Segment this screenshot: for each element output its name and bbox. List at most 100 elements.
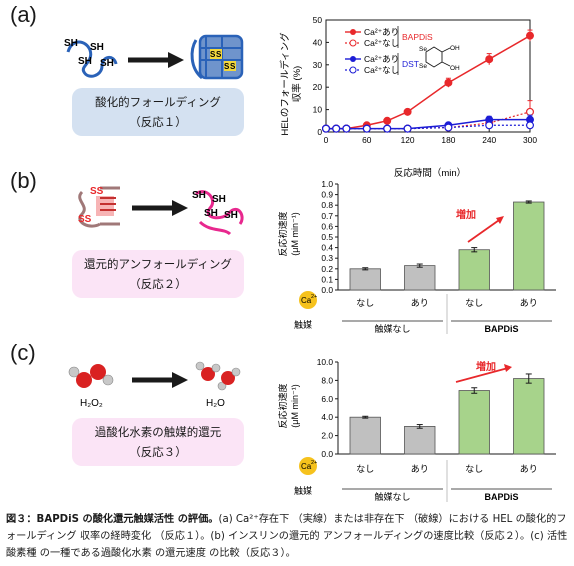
thiol-label: SH bbox=[192, 190, 206, 201]
y-tick-label: 0.1 bbox=[321, 274, 333, 284]
y-tick-label: 1.0 bbox=[321, 179, 333, 189]
y-tick-label: 6.0 bbox=[321, 394, 333, 404]
figure-caption: 図３：BAPDiS の酸化還元触媒活性 の評価。(a) Ca²⁺存在下 （実線）… bbox=[6, 511, 568, 562]
data-point bbox=[485, 121, 494, 130]
catalyst-group-label: 触媒なし bbox=[374, 491, 410, 502]
reaction-title-c: 過酸化水素の触媒的還元 bbox=[94, 425, 222, 439]
bar bbox=[513, 378, 545, 455]
caption-lead: 図３：BAPDiS の酸化還元触媒活性 の評価。 bbox=[6, 514, 219, 525]
y-tick-label: 0.7 bbox=[321, 211, 333, 221]
plot-frame bbox=[325, 19, 531, 133]
catalyst-group-label: BAPDiS bbox=[484, 492, 518, 502]
y-axis-label: 反応初速度 bbox=[278, 211, 288, 256]
ca-condition-label: なし bbox=[356, 298, 374, 308]
thiol-label: SH bbox=[100, 58, 114, 69]
x-tick-label: 60 bbox=[362, 135, 372, 145]
ca-condition-label: なし bbox=[356, 464, 374, 474]
dst-atom-label: OH bbox=[450, 65, 460, 72]
data-point bbox=[321, 124, 330, 133]
data-point bbox=[362, 124, 371, 133]
series-line bbox=[326, 35, 531, 130]
dst-atom-label: OH bbox=[450, 45, 460, 52]
reaction-sub-b: （反応２） bbox=[129, 277, 187, 291]
bar bbox=[349, 268, 381, 291]
data-point bbox=[485, 55, 494, 64]
increase-arrow bbox=[467, 217, 503, 243]
y-tick-label: 0.0 bbox=[321, 285, 333, 295]
bar bbox=[458, 249, 490, 291]
legend-group-bapdis: BAPDiS bbox=[402, 32, 433, 42]
panel-a-label: (a) bbox=[10, 2, 37, 27]
increase-label: 増加 bbox=[476, 360, 496, 373]
reaction-title-a: 酸化的フォールディング bbox=[95, 95, 221, 109]
y-tick-label: 30 bbox=[313, 60, 323, 70]
bar bbox=[513, 201, 545, 291]
panel-c-label: (c) bbox=[10, 340, 36, 365]
h2o-molecules bbox=[195, 361, 241, 391]
disulfide-label: SS bbox=[90, 186, 104, 197]
folding-scheme-a: SH SH SH SH S S S S bbox=[64, 34, 244, 80]
disulfide-label: S bbox=[224, 62, 230, 71]
dst-structure bbox=[425, 46, 443, 68]
disulfide-label: S bbox=[210, 50, 216, 59]
legend-entry: Ca²⁺あり bbox=[364, 54, 399, 64]
y-tick-label: 20 bbox=[313, 82, 323, 92]
y-axis-label: (μM min⁻¹) bbox=[290, 212, 300, 255]
data-point bbox=[332, 124, 341, 133]
legend-marker bbox=[350, 29, 356, 35]
ca-condition-label: あり bbox=[411, 298, 429, 308]
data-point bbox=[526, 107, 535, 116]
reaction-sub-c: （反応３） bbox=[129, 445, 187, 459]
ca-condition-label: なし bbox=[465, 464, 483, 474]
data-point bbox=[526, 31, 535, 40]
y-tick-label: 0.0 bbox=[321, 449, 333, 459]
ca-condition-label: なし bbox=[465, 298, 483, 308]
y-tick-label: 0.4 bbox=[321, 243, 333, 253]
data-point bbox=[342, 124, 351, 133]
unfolding-rate-chart: 0.00.10.20.30.40.50.60.70.80.91.0 なし あり なし あ… bbox=[278, 179, 556, 334]
x-axis-label: 反応時間（min） bbox=[394, 167, 466, 179]
y-tick-label: 0.2 bbox=[321, 264, 333, 274]
calcium-charge: 2+ bbox=[311, 460, 317, 466]
catalyst-group-label: 触媒なし bbox=[374, 323, 410, 334]
ca-condition-label: あり bbox=[411, 464, 429, 474]
thiol-label: SH bbox=[78, 56, 92, 67]
h2o2-molecule bbox=[68, 364, 114, 388]
thiol-label: SH bbox=[90, 42, 104, 53]
y-axis-label: 収率 (%) bbox=[291, 66, 303, 102]
legend: Ca²⁺あり Ca²⁺なし BAPDiS Ca²⁺あり Ca²⁺なし DST S… bbox=[345, 26, 460, 75]
ca-condition-label: あり bbox=[520, 464, 538, 474]
data-point bbox=[383, 124, 392, 133]
bar bbox=[404, 426, 436, 455]
reaction-arrow-head bbox=[172, 372, 188, 388]
legend-group-dst: DST bbox=[402, 59, 419, 69]
dst-atom-label: Se bbox=[419, 46, 427, 53]
panel-b-label: (b) bbox=[10, 168, 37, 193]
catalyst-row-label: 触媒 bbox=[294, 485, 312, 496]
reaction-sub-a: （反応１） bbox=[129, 115, 187, 129]
increase-arrow bbox=[455, 367, 509, 383]
data-point bbox=[444, 123, 453, 132]
thiol-label: SH bbox=[212, 194, 226, 205]
data-point bbox=[444, 78, 453, 87]
increase-label: 増加 bbox=[456, 208, 476, 221]
x-tick-label: 120 bbox=[401, 135, 415, 145]
x-tick-label: 180 bbox=[441, 135, 455, 145]
y-tick-label: 2.0 bbox=[321, 431, 333, 441]
caption-body: (a) Ca²⁺存在下 （実線）または非存在下 （破線）における HEL の酸化… bbox=[6, 514, 568, 559]
y-tick-label: 0.8 bbox=[321, 200, 333, 210]
legend-marker bbox=[349, 39, 357, 47]
catalyst-group-label: BAPDiS bbox=[484, 324, 518, 334]
reduction-scheme-c: H₂O₂ H₂O bbox=[68, 361, 241, 409]
folded-protein: S S S S bbox=[190, 34, 244, 80]
x-tick-label: 240 bbox=[482, 135, 496, 145]
unfolded-insulin-chain bbox=[195, 190, 244, 225]
bar bbox=[458, 390, 490, 455]
reaction-box-a: 酸化的フォールディング （反応１） bbox=[72, 88, 244, 136]
bar bbox=[404, 265, 436, 291]
y-tick-label: 10 bbox=[313, 105, 323, 115]
calcium-charge: 2+ bbox=[311, 294, 317, 300]
calcium-badge bbox=[299, 291, 317, 309]
